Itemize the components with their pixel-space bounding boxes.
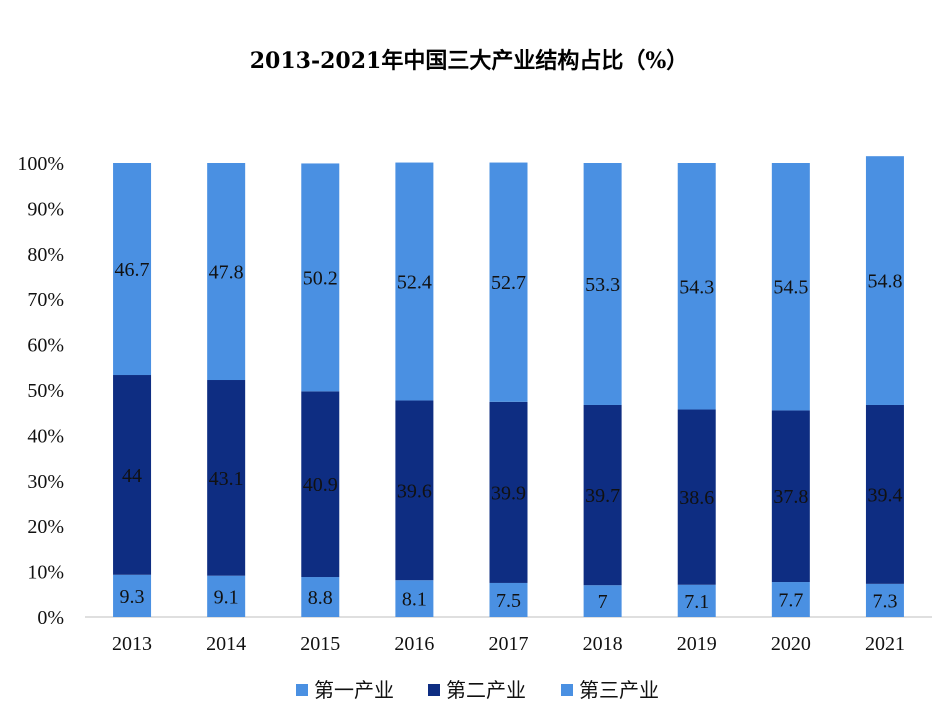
x-tick-label: 2017 — [489, 633, 529, 655]
legend-swatch — [428, 684, 440, 696]
bar-segment — [677, 584, 716, 617]
bar-segment — [489, 401, 528, 583]
data-label: 39.4 — [867, 484, 902, 506]
y-tick-label: 70% — [27, 289, 64, 311]
bar-segment — [771, 163, 810, 411]
y-tick-label: 80% — [27, 244, 64, 266]
bar-segment — [395, 580, 434, 617]
bar-segment — [113, 574, 152, 617]
x-tick-label: 2014 — [206, 633, 246, 655]
y-axis: 0% 10% 20% 30% 40% 50% 60% 70% 80% 90% 100% — [17, 153, 64, 629]
bar-segment — [771, 582, 810, 617]
x-tick-label: 2020 — [771, 633, 811, 655]
bar-segment — [583, 404, 622, 586]
bar-segment — [677, 409, 716, 585]
data-label: 7.7 — [778, 590, 803, 612]
bar-segment — [865, 404, 904, 584]
data-label: 44 — [122, 465, 142, 487]
data-label: 8.1 — [402, 589, 427, 611]
bar-segment — [489, 162, 528, 402]
x-tick-label: 2015 — [300, 633, 340, 655]
x-tick-label: 2021 — [865, 633, 905, 655]
data-label: 37.8 — [773, 486, 808, 508]
data-label: 38.6 — [679, 487, 714, 509]
data-label: 9.1 — [214, 586, 239, 608]
data-label: 7 — [598, 591, 608, 613]
legend: 第一产业 第二产业 第三产业 — [296, 678, 659, 702]
data-label: 52.7 — [491, 272, 526, 294]
y-tick-label: 90% — [27, 198, 64, 220]
data-label: 39.9 — [491, 482, 526, 504]
bar-segment — [113, 375, 152, 575]
x-tick-label: 2019 — [677, 633, 717, 655]
data-label: 47.8 — [209, 262, 244, 284]
data-label: 7.3 — [872, 590, 897, 612]
y-tick-label: 40% — [27, 425, 64, 447]
data-label: 8.8 — [308, 587, 333, 609]
bar-segment — [301, 163, 340, 392]
y-tick-label: 100% — [17, 153, 64, 175]
bar-segment — [207, 163, 246, 381]
chart-title: 2013-2021年中国三大产业结构占比（%） — [250, 48, 689, 74]
bars: 9.3 44 46.7 9.1 43.1 47.8 8.8 40.9 50.2 8.1 39.6 52… — [113, 156, 904, 617]
bar-segment — [583, 585, 622, 617]
bar-segment — [865, 583, 904, 617]
data-label: 53.3 — [585, 274, 620, 296]
y-tick-label: 30% — [27, 471, 64, 493]
bar-segment — [301, 391, 340, 578]
bar-segment — [113, 163, 152, 376]
data-label: 52.4 — [397, 271, 432, 293]
y-tick-label: 10% — [27, 562, 64, 584]
x-tick-label: 2018 — [583, 633, 623, 655]
legend-swatch — [296, 684, 308, 696]
legend-label: 第一产业 — [314, 678, 394, 702]
bar-segment — [865, 156, 904, 405]
y-tick-label: 0% — [37, 607, 64, 629]
bar-segment — [395, 400, 434, 581]
data-label: 39.7 — [585, 485, 620, 507]
x-tick-label: 2016 — [394, 633, 434, 655]
bar-segment — [489, 582, 528, 617]
bar-segment — [207, 575, 246, 617]
bar-segment — [395, 162, 434, 401]
bar-segment — [301, 577, 340, 617]
data-label: 54.5 — [773, 277, 808, 299]
x-tick-label: 2013 — [112, 633, 152, 655]
data-label: 7.5 — [496, 590, 521, 612]
data-label: 39.6 — [397, 480, 432, 502]
data-label: 46.7 — [115, 259, 150, 281]
data-label: 9.3 — [120, 586, 145, 608]
bar-segment — [583, 163, 622, 405]
data-label: 54.8 — [867, 271, 902, 293]
legend-label: 第三产业 — [579, 678, 659, 702]
data-label: 7.1 — [684, 591, 709, 613]
y-tick-label: 20% — [27, 516, 64, 538]
data-label: 40.9 — [303, 474, 338, 496]
bar-segment — [771, 410, 810, 583]
bar-segment — [677, 163, 716, 410]
legend-swatch — [561, 684, 573, 696]
y-tick-label: 50% — [27, 380, 64, 402]
data-label: 43.1 — [209, 468, 244, 490]
data-label: 50.2 — [303, 267, 338, 289]
legend-label: 第二产业 — [446, 678, 526, 702]
y-tick-label: 60% — [27, 335, 64, 357]
bar-segment — [207, 380, 246, 576]
data-label: 54.3 — [679, 276, 714, 298]
x-axis: 2013 2014 2015 2016 2017 2018 2019 2020 2021 — [112, 633, 905, 655]
